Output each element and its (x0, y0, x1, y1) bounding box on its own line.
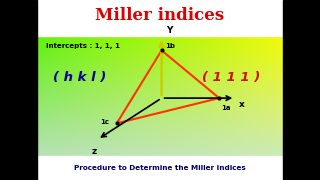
Text: Miller indices: Miller indices (95, 7, 225, 24)
Text: Y: Y (166, 26, 173, 35)
Bar (37, 0, 283, 36)
Text: Procedure to Determine the Miller Indices: Procedure to Determine the Miller Indice… (74, 165, 246, 171)
Bar (37, 156, 283, 180)
Text: 1b: 1b (165, 43, 175, 49)
Text: Intercepts : 1, 1, 1: Intercepts : 1, 1, 1 (46, 43, 120, 49)
Bar (283, 0, 320, 180)
Text: ( 1 1 1 ): ( 1 1 1 ) (202, 71, 260, 84)
Bar (0, 0, 37, 180)
Text: ( h k l ): ( h k l ) (53, 71, 106, 84)
Text: 1c: 1c (100, 118, 109, 125)
Text: x: x (238, 100, 244, 109)
Text: z: z (92, 147, 97, 156)
Text: 1a: 1a (221, 105, 230, 111)
